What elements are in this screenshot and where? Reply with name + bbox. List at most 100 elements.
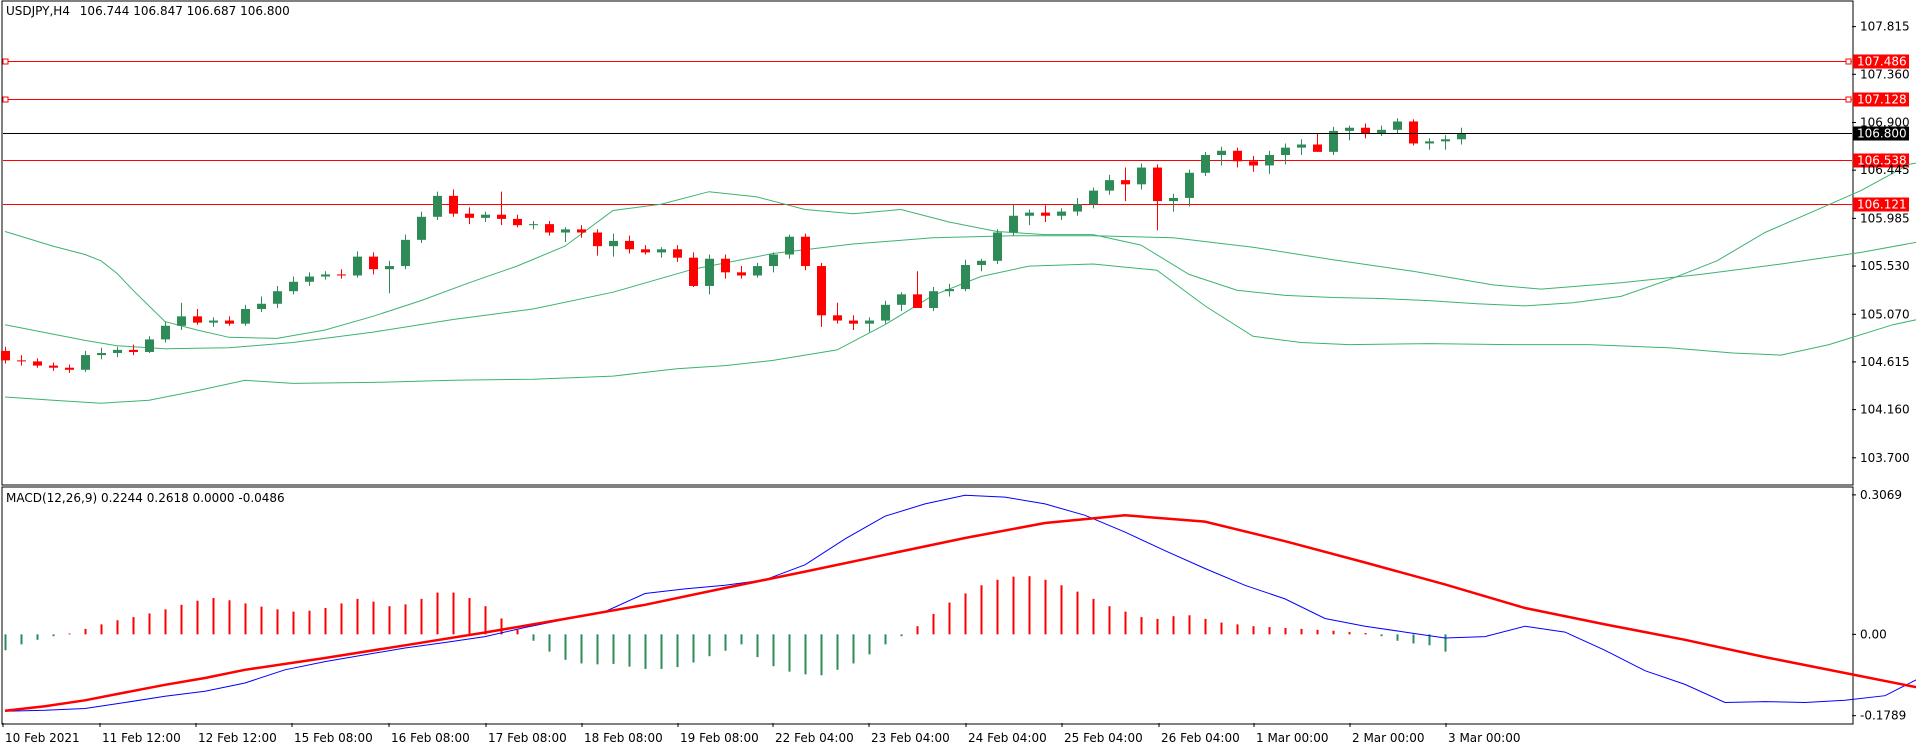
x-tick-label-13: 1 Mar 00:00 xyxy=(1256,731,1329,745)
level-anchor-right-0[interactable] xyxy=(1845,58,1852,65)
candle xyxy=(817,262,826,327)
candle xyxy=(705,254,714,295)
x-axis-ticks: 10 Feb 2021 11 Feb 12:00 12 Feb 12:00 15 Fe… xyxy=(2,723,1521,745)
candle xyxy=(641,245,650,255)
candle xyxy=(337,269,346,279)
band-upper xyxy=(4,162,1916,339)
x-tick-label-10: 24 Feb 04:00 xyxy=(968,731,1047,745)
candle xyxy=(721,254,730,279)
level-anchor-left-1[interactable] xyxy=(2,96,9,103)
x-tick-label-1: 11 Feb 12:00 xyxy=(102,731,181,745)
candle xyxy=(1377,125,1386,137)
candle xyxy=(209,317,218,327)
candle xyxy=(241,304,250,326)
candle xyxy=(129,344,138,356)
candle xyxy=(977,258,986,272)
y-tick-label-2: 106.900 xyxy=(1860,116,1910,130)
candle xyxy=(273,285,282,308)
x-tick-label-14: 2 Mar 00:00 xyxy=(1352,731,1425,745)
candle xyxy=(17,355,26,366)
candle xyxy=(913,271,922,308)
candle xyxy=(1265,150,1274,174)
candle xyxy=(145,336,154,354)
candle xyxy=(833,302,842,324)
y-tick-label-4: 105.985 xyxy=(1860,211,1910,225)
candle xyxy=(1201,151,1210,176)
level-anchor-right-1[interactable] xyxy=(1845,96,1852,103)
level-label-3: 106.121 xyxy=(1857,198,1907,212)
candle xyxy=(801,233,810,271)
level-label-0: 107.486 xyxy=(1857,55,1907,69)
y-tick-label-9: 103.700 xyxy=(1860,451,1910,465)
candle xyxy=(609,233,618,257)
macd-y-tick-label-1: 0.00 xyxy=(1860,627,1887,641)
band-middle xyxy=(4,235,1916,350)
candle xyxy=(961,259,970,292)
candle xyxy=(113,346,122,358)
candle xyxy=(577,225,586,238)
candle xyxy=(881,300,890,324)
band-lower xyxy=(4,263,1916,404)
candle xyxy=(753,262,762,278)
candle xyxy=(433,191,442,220)
y-axis-ticks: 107.815 107.360 106.900 106.445 105.985 105.5… xyxy=(1852,20,1910,723)
chart-header: USDJPY,H4 106.744 106.847 106.687 106.80… xyxy=(6,4,290,18)
candle xyxy=(545,220,554,236)
candle xyxy=(513,214,522,228)
candle xyxy=(401,234,410,270)
level-tag-2 xyxy=(1853,153,1909,168)
macd-panel-frame xyxy=(1,486,1854,725)
candle xyxy=(81,350,90,372)
candle xyxy=(785,234,794,259)
candle xyxy=(449,189,458,217)
current-price-line: 106.800 xyxy=(3,126,1909,141)
candle xyxy=(1249,156,1258,172)
candle xyxy=(657,247,666,258)
candle xyxy=(561,227,570,242)
level-anchor-left-0[interactable] xyxy=(2,58,9,65)
y-tick-label-3: 106.445 xyxy=(1860,163,1910,177)
bollinger-bands xyxy=(4,162,1916,404)
y-tick-label-1: 107.360 xyxy=(1860,67,1910,81)
macd-y-tick-label-0: 0.3069 xyxy=(1860,488,1902,502)
candle xyxy=(1233,147,1242,168)
candle xyxy=(1409,119,1418,146)
candle xyxy=(353,251,362,278)
y-tick-label-7: 104.615 xyxy=(1860,355,1910,369)
x-tick-label-4: 16 Feb 08:00 xyxy=(391,731,470,745)
candle xyxy=(865,317,874,333)
macd-header: MACD(12,26,9) 0.2244 0.2618 0.0000 -0.04… xyxy=(6,491,285,505)
candle xyxy=(1393,118,1402,135)
candle xyxy=(1137,163,1146,190)
candle xyxy=(1361,123,1370,139)
candlesticks xyxy=(1,118,1466,373)
candle xyxy=(257,296,266,313)
candle xyxy=(1313,132,1322,152)
candle xyxy=(193,309,202,325)
candle xyxy=(49,362,58,371)
candle xyxy=(481,211,490,223)
price-label: 106.800 xyxy=(1857,127,1907,141)
candle xyxy=(849,315,858,330)
candle xyxy=(529,220,538,230)
macd-histogram xyxy=(4,576,1447,676)
y-tick-label-6: 105.070 xyxy=(1860,307,1910,321)
candle xyxy=(1153,164,1162,231)
macd-lines xyxy=(4,494,1916,712)
horizontal-levels: 107.486 107.128 106.538 106.121 xyxy=(2,54,1909,212)
level-label-2: 106.538 xyxy=(1857,154,1907,168)
candle xyxy=(769,252,778,273)
x-tick-label-3: 15 Feb 08:00 xyxy=(294,731,373,745)
candle xyxy=(1025,209,1034,226)
candle xyxy=(897,292,906,312)
candle xyxy=(1041,205,1050,223)
x-tick-label-12: 26 Feb 04:00 xyxy=(1161,731,1240,745)
candle xyxy=(929,287,938,312)
candle xyxy=(1185,169,1194,207)
candle xyxy=(945,283,954,297)
candle xyxy=(65,364,74,373)
macd-line xyxy=(4,494,1916,712)
candle xyxy=(993,229,1002,264)
level-tag-3 xyxy=(1853,197,1909,212)
